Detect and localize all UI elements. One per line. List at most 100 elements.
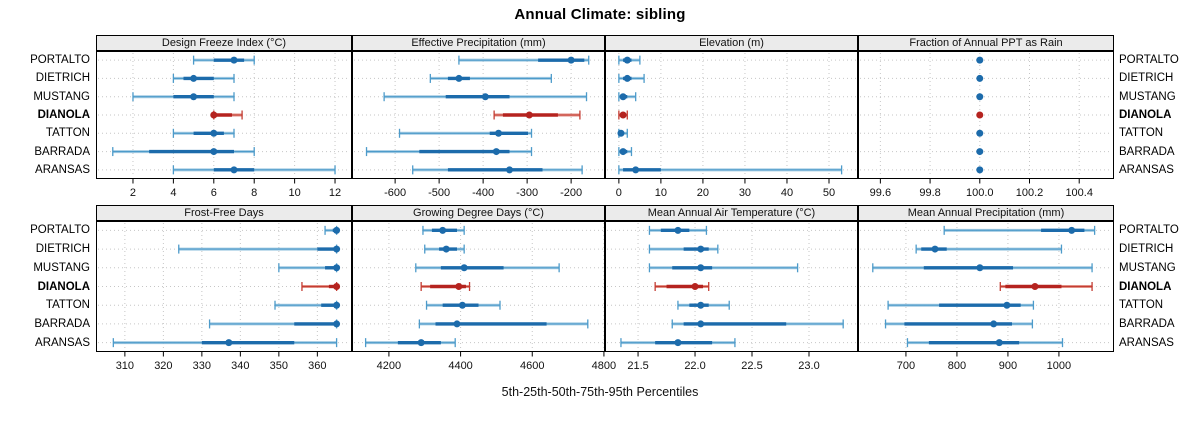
median-dot-tatton: [976, 129, 984, 137]
tick-label-fraction-of-annual-ppt-as-rain: 100.2: [1016, 187, 1044, 199]
interval-dianola-effective-precipitation-mm-: [493, 110, 581, 120]
median-dot-barrada: [697, 320, 705, 328]
interval-tatton-frost-free-days: [274, 300, 341, 310]
tick-label-mean-annual-precipitation-mm-: 800: [948, 360, 966, 372]
median-dot-dietrich: [455, 74, 463, 82]
median-dot-dietrich: [333, 245, 341, 253]
gridlines-design-freeze-index-c-: [98, 53, 350, 177]
tick-label-elevation-m-: 0: [616, 187, 622, 199]
site-label-left-dianola: DIANOLA: [37, 109, 90, 121]
interval-aransas-elevation-m-: [618, 165, 843, 175]
median-dot-tatton: [495, 129, 503, 137]
interval-dietrich-frost-free-days: [178, 244, 341, 254]
median-dot-dianola: [1031, 283, 1039, 290]
site-label-left-mustang: MUSTANG: [33, 90, 90, 103]
panel-border-frost-free-days: [96, 221, 352, 352]
tick-label-design-freeze-index-c-: 12: [329, 187, 341, 199]
site-label-left-dietrich: DIETRICH: [35, 243, 90, 256]
median-dot-barrada: [333, 320, 341, 328]
site-label-right-tatton: TATTON: [1119, 127, 1164, 140]
interval-dianola-growing-degree-days-c-: [420, 282, 471, 291]
median-dot-portalto: [674, 226, 682, 234]
x-axis-growing-degree-days-c-: 4200 4400 4600 4800: [377, 352, 616, 372]
median-dot-portalto: [230, 56, 238, 64]
median-dot-mustang: [619, 93, 627, 101]
panel-strip-frost-free-days: Frost-Free Days: [96, 205, 352, 221]
panel-title-effective-precipitation-mm-: Effective Precipitation (mm): [411, 37, 546, 49]
site-label-right-dianola: DIANOLA: [1119, 280, 1172, 293]
panel-strip-fraction-of-annual-ppt-as-rain: Fraction of Annual PPT as Rain: [858, 35, 1114, 51]
panel-title-elevation-m-: Elevation (m): [699, 37, 764, 49]
median-dot-aransas: [995, 339, 1003, 347]
tick-label-mean-annual-precipitation-mm-: 1000: [1047, 360, 1071, 372]
panel-plot-mean-annual-air-temperature-c-: 21.5 22.0 22.5 23.0: [605, 221, 858, 372]
site-label-left-portalto: PORTALTO: [30, 54, 90, 67]
interval-dianola-frost-free-days: [301, 282, 341, 291]
site-label-right-aransas: ARANSAS: [1119, 163, 1174, 176]
tick-label-elevation-m-: 20: [697, 187, 709, 199]
tick-label-elevation-m-: 40: [781, 187, 793, 199]
site-label-left-barrada: BARRADA: [34, 317, 90, 330]
median-dot-dianola: [619, 111, 627, 119]
interval-tatton-fraction-of-annual-ppt-as-rain: [976, 129, 984, 137]
interval-dianola-mean-annual-precipitation-mm-: [999, 282, 1093, 291]
median-dot-dianola: [455, 283, 463, 290]
panel-plot-mean-annual-precipitation-mm-: 700 800 900 1000: [858, 221, 1114, 372]
interval-barrada-growing-degree-days-c-: [418, 319, 589, 329]
site-label-right-barrada: BARRADA: [1119, 317, 1175, 330]
median-dot-dietrich: [442, 245, 450, 253]
panel-border-fraction-of-annual-ppt-as-rain: [858, 51, 1114, 179]
median-dot-mustang: [976, 93, 984, 101]
tick-label-mean-annual-air-temperature-c-: 22.0: [684, 360, 705, 372]
interval-tatton-effective-precipitation-mm-: [398, 128, 533, 138]
panel-plot-fraction-of-annual-ppt-as-rain: 99.6 99.8 100.0 100.2 100.4: [858, 51, 1114, 199]
panel-strip-elevation-m-: Elevation (m): [605, 35, 858, 51]
tick-label-effective-precipitation-mm-: -200: [560, 187, 582, 199]
interval-dianola-design-freeze-index-c-: [210, 110, 243, 120]
tick-label-growing-degree-days-c-: 4600: [520, 360, 544, 372]
interval-aransas-mean-annual-air-temperature-c-: [620, 338, 736, 348]
interval-tatton-design-freeze-index-c-: [172, 128, 235, 138]
interval-aransas-effective-precipitation-mm-: [412, 165, 583, 175]
site-label-right-portalto: PORTALTO: [1119, 54, 1179, 67]
panel-strip-effective-precipitation-mm-: Effective Precipitation (mm): [352, 35, 605, 51]
median-dot-dianola: [333, 283, 341, 290]
median-dot-barrada: [619, 148, 627, 156]
interval-mustang-mean-annual-precipitation-mm-: [872, 263, 1093, 273]
tick-label-effective-precipitation-mm-: -600: [384, 187, 406, 199]
median-dot-barrada: [210, 148, 218, 156]
interval-mustang-frost-free-days: [278, 263, 341, 273]
site-label-left-mustang: MUSTANG: [33, 261, 90, 274]
tick-label-effective-precipitation-mm-: -400: [472, 187, 494, 199]
median-dot-aransas: [417, 339, 425, 347]
site-label-left-portalto: PORTALTO: [30, 224, 90, 237]
panel-title-mean-annual-air-temperature-c-: Mean Annual Air Temperature (°C): [647, 207, 816, 219]
interval-tatton-elevation-m-: [617, 128, 628, 138]
interval-aransas-growing-degree-days-c-: [364, 338, 456, 348]
panel-title-growing-degree-days-c-: Growing Degree Days (°C): [413, 207, 544, 219]
median-dot-portalto: [1068, 226, 1076, 234]
interval-portalto-frost-free-days: [324, 225, 341, 235]
site-label-right-aransas: ARANSAS: [1119, 336, 1174, 349]
tick-label-growing-degree-days-c-: 4200: [377, 360, 401, 372]
median-dot-tatton: [617, 129, 625, 137]
panel-strip-mean-annual-air-temperature-c-: Mean Annual Air Temperature (°C): [605, 205, 858, 221]
site-label-left-tatton: TATTON: [45, 127, 90, 140]
median-dot-dietrich: [190, 74, 198, 82]
interval-portalto-mean-annual-air-temperature-c-: [648, 225, 708, 235]
median-dot-mustang: [333, 264, 341, 272]
site-label-right-dietrich: DIETRICH: [1119, 243, 1174, 256]
panel-plot-frost-free-days: 310 320 330 340 350 360: [96, 221, 352, 372]
median-dot-aransas: [506, 166, 514, 174]
median-dot-aransas: [674, 339, 682, 347]
tick-label-mean-annual-air-temperature-c-: 21.5: [627, 360, 648, 372]
median-dot-dianola: [525, 111, 533, 119]
site-label-left-aransas: ARANSAS: [35, 163, 90, 176]
tick-label-mean-annual-precipitation-mm-: 700: [897, 360, 915, 372]
tick-label-elevation-m-: 30: [739, 187, 751, 199]
median-dot-portalto: [976, 56, 984, 64]
x-axis-design-freeze-index-c-: 2 4 6 8 10 12: [130, 179, 341, 199]
median-dot-portalto: [623, 56, 631, 64]
panel-border-elevation-m-: [605, 51, 858, 179]
